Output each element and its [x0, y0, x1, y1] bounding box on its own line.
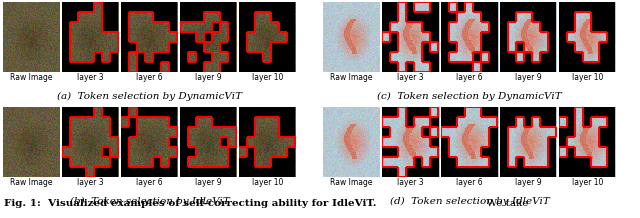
Text: layer 6: layer 6	[456, 178, 483, 187]
Text: (c)  Token selection by DynamicViT: (c) Token selection by DynamicViT	[377, 92, 562, 101]
Text: layer 10: layer 10	[252, 178, 283, 187]
Text: layer 9: layer 9	[515, 178, 542, 187]
Text: Raw Image: Raw Image	[330, 178, 372, 187]
Text: layer 9: layer 9	[195, 73, 222, 82]
Text: Fig. 1:  Visualized examples of self-correcting ability for IdleViT.: Fig. 1: Visualized examples of self-corr…	[4, 199, 376, 208]
Text: (d)  Token selection by IdleViT: (d) Token selection by IdleViT	[390, 197, 549, 206]
Text: layer 10: layer 10	[252, 73, 283, 82]
Text: Raw Image: Raw Image	[10, 73, 52, 82]
Text: layer 10: layer 10	[572, 178, 603, 187]
Text: Raw Image: Raw Image	[330, 73, 372, 82]
Text: layer 9: layer 9	[195, 178, 222, 187]
Text: Raw Image: Raw Image	[10, 178, 52, 187]
Text: layer 10: layer 10	[572, 73, 603, 82]
Text: We take: We take	[480, 199, 529, 208]
Text: (a)  Token selection by DynamicViT: (a) Token selection by DynamicViT	[57, 92, 242, 101]
Text: layer 6: layer 6	[136, 73, 163, 82]
Text: layer 3: layer 3	[397, 73, 424, 82]
Text: layer 3: layer 3	[77, 178, 104, 187]
Text: layer 6: layer 6	[136, 178, 163, 187]
Text: layer 9: layer 9	[515, 73, 542, 82]
Text: layer 3: layer 3	[397, 178, 424, 187]
Text: layer 6: layer 6	[456, 73, 483, 82]
Text: layer 3: layer 3	[77, 73, 104, 82]
Text: (b)  Token selection by IdleViT: (b) Token selection by IdleViT	[70, 197, 229, 206]
